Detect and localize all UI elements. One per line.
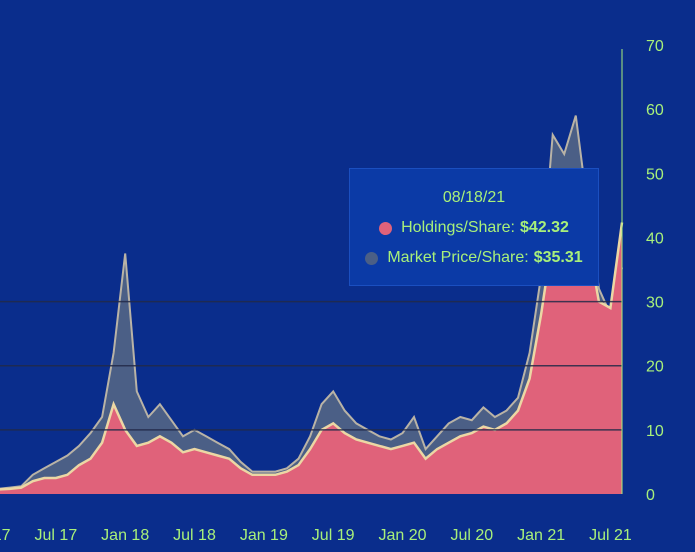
holdings-value: $42.32 (519, 219, 569, 236)
y-tick-label: 60 (646, 102, 664, 119)
x-tick-label: Jul 19 (312, 527, 355, 544)
y-tick-label: 40 (646, 230, 664, 247)
tooltip-date: 08/18/21 (442, 189, 506, 206)
x-tick-label: Jan 17 (0, 527, 11, 544)
hover-tooltip: 08/18/21 Holdings/Share: $42.32 Market P… (349, 168, 599, 286)
x-axis-ticks: Jan 17 Jul 17 Jan 18 Jul 18 Jan 19 Jul 19 Jan … (0, 527, 632, 544)
y-axis-ticks: 0 10 20 30 40 50 60 70 (646, 38, 664, 504)
x-tick-label: Jul 21 (589, 527, 632, 544)
x-tick-label: Jan 20 (378, 527, 426, 544)
holdings-legend-dot (379, 221, 393, 235)
y-tick-label: 50 (646, 166, 664, 183)
x-tick-label: Jul 17 (35, 527, 78, 544)
x-tick-label: Jan 19 (240, 527, 288, 544)
y-tick-label: 10 (646, 423, 664, 440)
x-tick-label: Jul 18 (173, 527, 216, 544)
y-tick-label: 30 (646, 295, 664, 312)
holdings-label: Holdings/Share: (401, 219, 515, 236)
market-price-legend-dot (365, 251, 379, 265)
x-tick-label: Jan 18 (101, 527, 149, 544)
y-tick-label: 0 (646, 487, 655, 504)
gridlines (0, 300, 622, 431)
y-tick-label: 20 (646, 359, 664, 376)
market-price-value: $35.31 (533, 249, 583, 266)
x-tick-label: Jul 20 (450, 527, 493, 544)
tooltip-market-row: Market Price/Share: $35.31 (350, 249, 598, 267)
tooltip-holdings-row: Holdings/Share: $42.32 (350, 219, 598, 237)
market-price-line (0, 115, 623, 490)
x-tick-label: Jan 21 (517, 527, 565, 544)
y-tick-label: 70 (646, 38, 664, 55)
market-price-label: Market Price/Share: (387, 249, 529, 266)
holdings-line (0, 203, 624, 491)
